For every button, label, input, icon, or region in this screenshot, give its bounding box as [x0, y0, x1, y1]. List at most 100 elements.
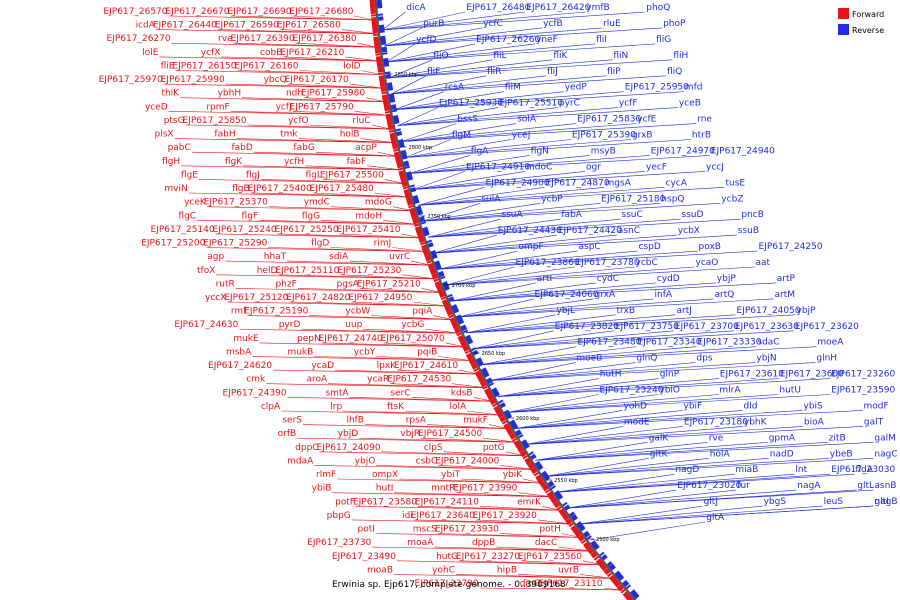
- reverse-gene-feature: [475, 357, 482, 363]
- reverse-gene-feature: [413, 197, 420, 205]
- reverse-gene-feature: [503, 409, 510, 415]
- reverse-gene-label: flgA: [471, 146, 489, 156]
- label-leader-line: [473, 330, 554, 349]
- reverse-gene-feature: [557, 494, 564, 501]
- reverse-gene-label: trxB: [617, 306, 636, 316]
- forward-gene-label: tmk: [280, 130, 298, 140]
- forward-gene-feature: [442, 301, 450, 310]
- reverse-gene-label: cycA: [666, 178, 688, 188]
- scale-ticks: 2850 kbp 2800 kbp 2750 kbp 2700 kbp 2650 kbp…: [386, 72, 620, 543]
- label-leader-line: [384, 27, 543, 47]
- label-leader-line: [404, 139, 452, 158]
- label-leader-line: [377, 151, 397, 157]
- label-leader-line: [525, 426, 863, 445]
- forward-gene-label: csbC: [416, 456, 438, 466]
- forward-gene-feature: [376, 58, 382, 66]
- label-leader-line: [401, 123, 697, 142]
- forward-gene-label: mdoG: [365, 198, 392, 208]
- label-leader-line: [198, 179, 404, 184]
- reverse-gene-feature: [509, 419, 516, 426]
- reverse-gene-label: phoQ: [646, 3, 670, 13]
- forward-gene-feature: [433, 278, 439, 283]
- reverse-gene-label: ycbP: [541, 194, 563, 204]
- reverse-gene-feature: [462, 329, 469, 334]
- forward-gene-label: acpP: [355, 143, 377, 153]
- forward-gene-label: hutI: [376, 484, 394, 494]
- forward-gene-label: EJP617_25120: [224, 293, 288, 303]
- reverse-gene-label: yceB: [679, 99, 701, 109]
- forward-gene-feature: [524, 457, 531, 464]
- reverse-gene-feature: [451, 304, 458, 309]
- label-leader-line: [388, 59, 433, 79]
- label-leader-line: [401, 233, 421, 239]
- label-leader-line: [383, 220, 417, 225]
- label-leader-line: [252, 356, 472, 361]
- reverse-gene-label: bioA: [804, 417, 825, 427]
- forward-gene-label: EJP617_25210: [357, 279, 421, 289]
- reverse-gene-feature: [477, 359, 484, 367]
- label-leader-line: [428, 218, 621, 238]
- reverse-gene-label: modE: [624, 417, 650, 427]
- forward-gene-feature: [394, 154, 401, 162]
- forward-gene-feature: [396, 162, 403, 169]
- forward-gene-feature: [438, 291, 446, 298]
- label-leader-line: [466, 314, 676, 334]
- forward-gene-feature: [418, 236, 425, 244]
- reverse-gene-label: ycfB: [543, 19, 563, 29]
- forward-gene-label: EJP617_23560: [518, 552, 582, 562]
- forward-gene-feature: [622, 591, 629, 598]
- scale-tick-label: 2550 kbp: [554, 478, 578, 484]
- reverse-gene-label: EJP617_25930: [439, 99, 503, 109]
- forward-gene-label: pqiB: [417, 348, 437, 358]
- reverse-gene-feature: [383, 63, 390, 67]
- label-leader-line: [418, 187, 725, 206]
- forward-gene-label: ycbY: [354, 348, 376, 358]
- label-leader-line: [525, 426, 803, 445]
- forward-gene-label: EJP617_25370: [204, 198, 268, 208]
- label-leader-line: [497, 378, 659, 397]
- forward-gene-feature: [376, 64, 383, 68]
- forward-gene-feature: [551, 498, 558, 505]
- forward-gene-label: EJP617_25500: [320, 170, 384, 180]
- reverse-gene-label: EJP617_23620: [795, 322, 859, 332]
- reverse-gene-feature: [505, 412, 512, 419]
- label-leader-line: [163, 83, 383, 89]
- forward-gene-label: flgC: [178, 211, 196, 221]
- forward-gene-label: flgG: [302, 211, 320, 221]
- forward-gene-label: dacC: [535, 538, 557, 548]
- forward-gene-feature: [400, 178, 407, 183]
- label-leader-line: [388, 59, 673, 79]
- forward-gene-label: flgB: [232, 184, 250, 194]
- label-leader-line: [384, 27, 423, 47]
- reverse-gene-feature: [606, 561, 613, 567]
- reverse-gene-feature: [447, 293, 453, 298]
- forward-gene-label: phzF: [275, 279, 296, 289]
- reverse-gene-feature: [426, 239, 433, 244]
- reverse-gene-label: EJP617_24420: [558, 226, 622, 236]
- reverse-gene-label: solA: [517, 115, 537, 125]
- forward-gene-label: holB: [340, 130, 360, 140]
- forward-gene-feature: [387, 124, 394, 131]
- label-leader-line: [578, 505, 874, 525]
- forward-gene-label: EJP617_25140: [151, 225, 215, 235]
- label-leader-line: [191, 151, 397, 157]
- forward-gene-label: EJP617_25190: [244, 307, 308, 317]
- forward-gene-label: rmf: [231, 307, 247, 317]
- label-leader-line: [175, 70, 381, 75]
- forward-gene-feature: [409, 210, 417, 218]
- label-leader-line: [428, 218, 501, 238]
- label-leader-line: [567, 489, 677, 509]
- forward-gene-label: EJP617_23490: [332, 552, 396, 562]
- label-leader-line: [445, 266, 575, 286]
- reverse-gene-feature: [416, 208, 424, 216]
- forward-gene-feature: [487, 395, 494, 401]
- reverse-gene-label: artI: [537, 274, 552, 284]
- label-leader-line: [423, 203, 721, 222]
- reverse-gene-label: ycaO: [696, 258, 719, 268]
- reverse-gene-label: ybjL: [557, 306, 576, 316]
- forward-gene-feature: [530, 467, 538, 475]
- reverse-gene-label: zitB: [829, 433, 846, 443]
- label-leader-line: [382, 11, 526, 31]
- reverse-gene-label: yedP: [565, 83, 588, 93]
